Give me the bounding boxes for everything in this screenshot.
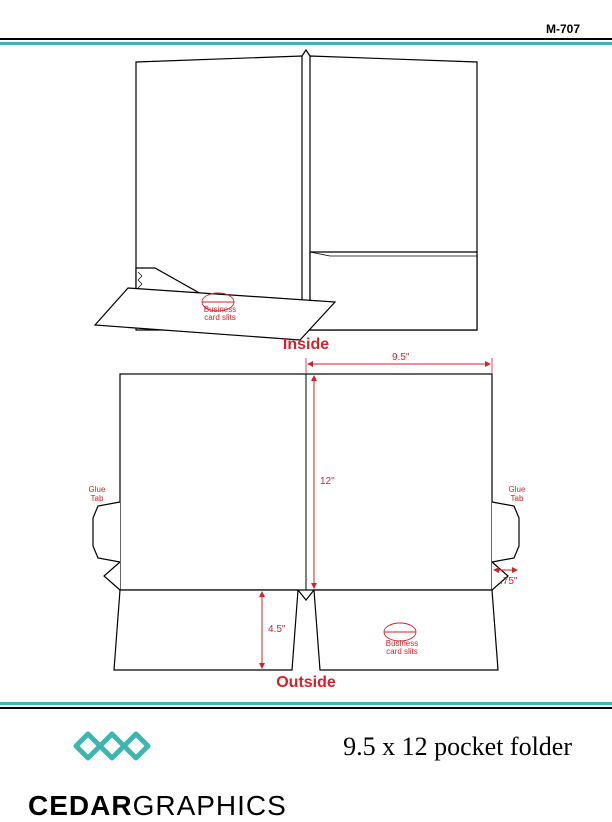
inside-view [95, 50, 477, 340]
glue-tab-left-label: GlueTab [82, 486, 112, 504]
outside-slit-label: Businesscard slits [380, 640, 424, 656]
brand-logo-shape [76, 734, 148, 758]
dim-height: 12" [320, 476, 335, 487]
inside-slit-label: Businesscard slits [198, 306, 242, 322]
brand-text-2: GRAPHICS [133, 790, 287, 821]
dim-tab: .75" [500, 576, 517, 587]
dim-pocket: 4.5" [268, 624, 285, 635]
inside-label: Inside [283, 336, 329, 354]
outside-view [93, 358, 519, 670]
glue-tab-right-label: GlueTab [502, 486, 532, 504]
bottom-rule-black [0, 707, 612, 709]
brand-text-1: CEDAR [28, 790, 133, 821]
footer-title: 9.5 x 12 pocket folder [343, 732, 572, 762]
bottom-rule-teal [0, 702, 612, 705]
outside-label: Outside [276, 674, 336, 692]
dim-width: 9.5" [392, 352, 409, 363]
